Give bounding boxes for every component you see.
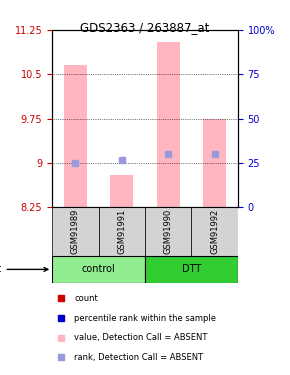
Text: GSM91989: GSM91989 xyxy=(71,209,80,254)
Bar xyxy=(203,119,226,207)
Text: GSM91991: GSM91991 xyxy=(117,209,126,254)
FancyBboxPatch shape xyxy=(52,207,99,256)
FancyBboxPatch shape xyxy=(145,207,191,256)
FancyBboxPatch shape xyxy=(52,256,145,282)
FancyBboxPatch shape xyxy=(99,207,145,256)
Text: GDS2363 / 263887_at: GDS2363 / 263887_at xyxy=(80,21,210,34)
Bar xyxy=(110,175,133,207)
Text: count: count xyxy=(75,294,98,303)
Text: agent: agent xyxy=(0,264,48,274)
Text: rank, Detection Call = ABSENT: rank, Detection Call = ABSENT xyxy=(75,352,204,362)
Text: value, Detection Call = ABSENT: value, Detection Call = ABSENT xyxy=(75,333,208,342)
FancyBboxPatch shape xyxy=(191,207,238,256)
Text: control: control xyxy=(82,264,115,274)
Text: percentile rank within the sample: percentile rank within the sample xyxy=(75,314,216,322)
Text: DTT: DTT xyxy=(182,264,201,274)
Text: GSM91992: GSM91992 xyxy=(210,209,219,254)
Bar xyxy=(157,42,180,207)
Bar xyxy=(64,66,87,207)
Text: GSM91990: GSM91990 xyxy=(164,209,173,254)
FancyBboxPatch shape xyxy=(145,256,238,282)
